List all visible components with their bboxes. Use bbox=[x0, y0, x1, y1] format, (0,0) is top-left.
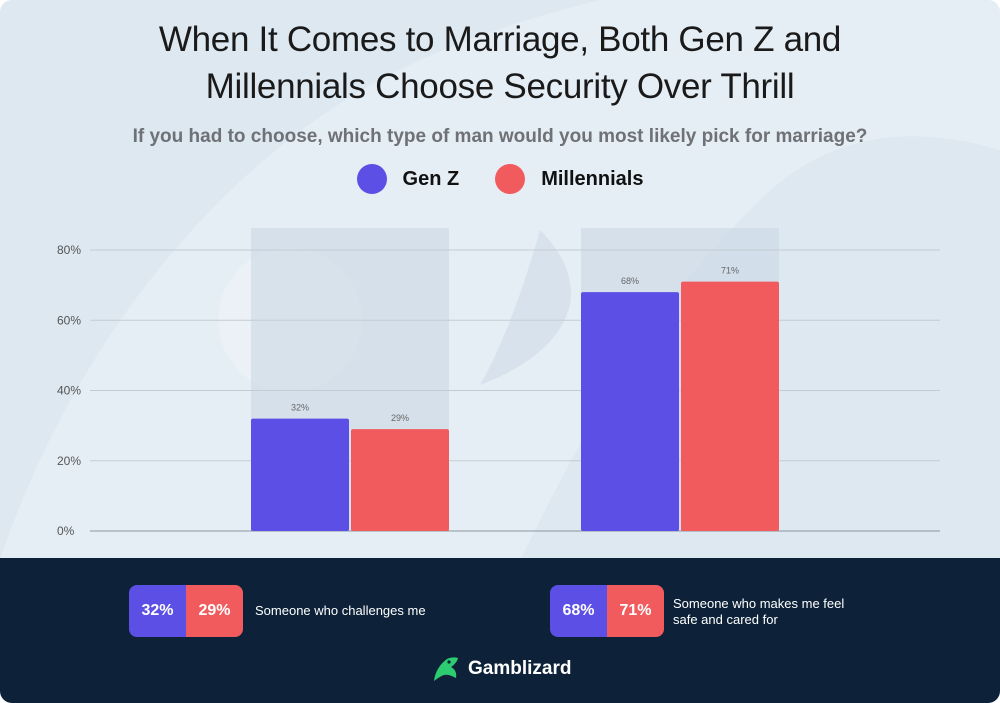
footer-value-millennials-safe: 71% bbox=[607, 585, 664, 637]
bar-chart: 0% 20% 40% 60% 80% 32% 68% 29% 71% bbox=[57, 228, 940, 538]
y-tick-label: 0% bbox=[57, 524, 75, 538]
y-tick-label: 20% bbox=[57, 454, 81, 468]
footer-label-safe: Someone who makes me feel safe and cared… bbox=[673, 596, 845, 627]
data-label: 29% bbox=[391, 413, 409, 423]
legend-label-gen-z: Gen Z bbox=[402, 167, 460, 190]
footer-panel: 32% 29% Someone who challenges me 68% 71… bbox=[0, 558, 1000, 703]
data-label: 68% bbox=[621, 276, 639, 286]
legend-item-millennials: Millennials bbox=[495, 164, 643, 194]
title-line-2: Millennials Choose Security Over Thrill bbox=[205, 67, 795, 106]
y-tick-label: 80% bbox=[57, 243, 81, 257]
bar-gen-z-2 bbox=[581, 292, 679, 531]
y-tick-label: 60% bbox=[57, 313, 81, 327]
legend-item-gen-z: Gen Z bbox=[356, 164, 460, 194]
bar-gen-z-1 bbox=[251, 418, 349, 531]
bar-millennials-2 bbox=[681, 281, 779, 531]
bar-millennials-1 bbox=[351, 429, 449, 531]
legend-swatch-gen-z bbox=[356, 164, 387, 194]
data-label: 71% bbox=[721, 266, 739, 276]
legend: Gen Z Millennials bbox=[0, 164, 1000, 194]
legend-label-millennials: Millennials bbox=[541, 167, 644, 190]
brand-logo: Gamblizard bbox=[430, 654, 571, 684]
legend-swatch-millennials bbox=[495, 164, 526, 194]
lizard-logo-icon bbox=[434, 657, 458, 681]
title-line-1: When It Comes to Marriage, Both Gen Z an… bbox=[158, 20, 842, 59]
brand-name: Gamblizard bbox=[468, 658, 572, 679]
footer-value-gen-z-safe: 68% bbox=[550, 585, 607, 637]
footer-value-gen-z-challenges: 32% bbox=[129, 585, 186, 637]
footer-value-millennials-challenges: 29% bbox=[186, 585, 243, 637]
footer-pill-safe: 68% 71% bbox=[550, 585, 664, 637]
chart-title: When It Comes to Marriage, Both Gen Z an… bbox=[0, 16, 1000, 110]
y-tick-label: 40% bbox=[57, 384, 81, 398]
footer-label-challenges: Someone who challenges me bbox=[255, 603, 426, 618]
chart-subtitle: If you had to choose, which type of man … bbox=[132, 126, 868, 147]
data-label: 32% bbox=[291, 403, 309, 413]
footer-pill-challenges: 32% 29% bbox=[129, 585, 243, 637]
